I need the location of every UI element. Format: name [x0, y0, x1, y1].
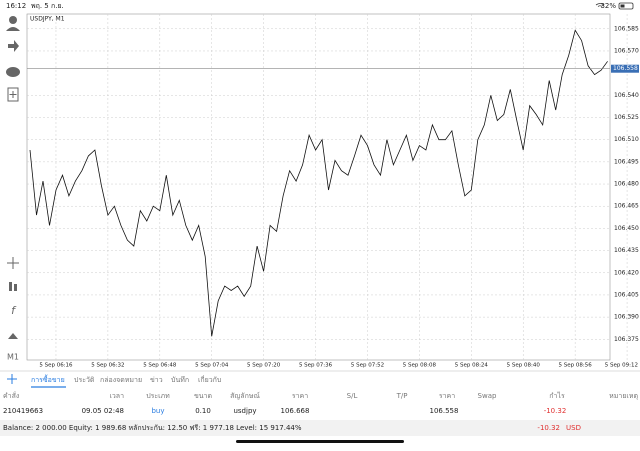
tab[interactable]: บันทึก [171, 375, 189, 384]
tabs: การซื้อขาย ประวัติ กล่องจดหมาย ข่าว บันทึก เก… [31, 373, 221, 388]
cell-type[interactable]: buy [151, 407, 164, 415]
candles-icon-2 [14, 284, 17, 291]
x-tick-label: 5 Sep 08:56 [559, 363, 593, 369]
chart: 106.585 106.570 106.540 106.525 106.510 106.4… [27, 14, 639, 369]
x-tick-label: 5 Sep 06:48 [143, 363, 177, 369]
y-tick-label: 106.450 [614, 225, 639, 232]
objects-icon[interactable] [8, 333, 18, 339]
column-header: T/P [396, 392, 408, 400]
column-header: ประเภท [146, 392, 170, 400]
column-header: เวลา [109, 392, 124, 400]
candles-icon[interactable] [9, 282, 12, 291]
toolbar: f [6, 16, 20, 339]
cell-price[interactable]: 106.558 [430, 407, 459, 415]
status-time: 16:12 [6, 2, 26, 10]
column-header: ราคา [292, 392, 308, 400]
x-tick-label: 5 Sep 07:52 [351, 363, 384, 369]
cell-profit[interactable]: -10.32 [544, 407, 567, 415]
account-icon-body[interactable] [6, 27, 20, 31]
battery-icon [618, 2, 634, 10]
x-tick-label: 5 Sep 07:36 [299, 363, 333, 369]
add-button[interactable] [7, 374, 17, 384]
tab[interactable]: ข่าว [150, 376, 163, 384]
trade-icon[interactable] [8, 40, 19, 52]
column-header: ราคา [439, 392, 455, 400]
indicators-icon[interactable]: f [11, 304, 17, 317]
cell-open-price[interactable]: 106.668 [281, 407, 310, 415]
column-header: หมายเหตุ [609, 392, 638, 400]
y-tick-label: 106.465 [614, 203, 639, 210]
y-tick-label: 106.525 [614, 114, 639, 121]
cell-time[interactable]: 09.05 02:48 [82, 407, 124, 415]
new-order-plus [9, 91, 17, 98]
column-header: S/L [347, 392, 358, 400]
wifi-icon [595, 3, 605, 7]
price-line [29, 29, 608, 337]
timeframe-button[interactable]: M1 [7, 353, 19, 362]
y-tick-label: 106.375 [614, 336, 639, 343]
x-tick-label: 5 Sep 07:04 [195, 363, 229, 369]
y-tick-label: 106.570 [614, 47, 639, 54]
summary-text: Balance: 2 000.00 Equity: 1 989.68 หลักป… [3, 424, 302, 432]
y-tick-label: 106.540 [614, 92, 639, 99]
y-tick-label: 106.495 [614, 158, 639, 165]
y-tick-label: 106.435 [614, 247, 639, 254]
tab[interactable]: กล่องจดหมาย [100, 376, 142, 384]
y-tick-label: 106.405 [614, 291, 639, 298]
summary-currency: USD [566, 424, 581, 432]
chat-icon[interactable] [6, 67, 20, 77]
column-header: ขนาด [194, 392, 212, 400]
home-indicator [236, 440, 404, 443]
cell-symbol[interactable]: usdjpy [233, 407, 256, 415]
y-tick-label: 106.510 [614, 136, 639, 143]
summary-profit: -10.32 [537, 424, 560, 432]
y-tick-label: 106.480 [614, 181, 639, 188]
summary-bar [0, 420, 640, 436]
x-tick-label: 5 Sep 06:32 [91, 363, 124, 369]
column-header: Swap [478, 392, 497, 400]
x-tick-label: 5 Sep 06:16 [39, 363, 73, 369]
x-tick-label: 5 Sep 07:20 [247, 363, 281, 369]
x-tick-label: 5 Sep 08:40 [507, 363, 541, 369]
y-tick-label: 106.420 [614, 269, 639, 276]
battery-text: 32% [600, 2, 616, 10]
chart-title: USDJPY, M1 [30, 16, 65, 23]
current-price-label: 106.558 [613, 65, 638, 72]
x-tick-label: 5 Sep 09:12 [605, 363, 638, 369]
y-tick-label: 106.585 [614, 25, 639, 32]
account-icon[interactable] [9, 16, 17, 24]
tab[interactable]: ประวัติ [74, 376, 95, 384]
column-header: คำสั่ง [3, 391, 19, 400]
battery-level [620, 4, 625, 8]
status-date: พฤ. 5 ก.ย. [31, 2, 64, 10]
x-tick-label: 5 Sep 08:24 [455, 363, 489, 369]
cell-order[interactable]: 210419663 [3, 407, 43, 415]
crosshair-icon[interactable] [7, 257, 19, 269]
y-tick-label: 106.390 [614, 314, 639, 321]
current-price-badge [611, 64, 639, 73]
x-tick-label: 5 Sep 08:08 [403, 363, 437, 369]
column-header: กำไร [549, 391, 565, 400]
cell-size[interactable]: 0.10 [195, 407, 211, 415]
tab[interactable]: การซื้อขาย [31, 373, 65, 384]
table: คำสั่ง เวลา ประเภท ขนาด สัญลักษณ์ ราคา S/L T/P ร… [3, 391, 638, 415]
plot-frame [26, 13, 611, 361]
tab[interactable]: เกี่ยวกับ [198, 375, 221, 384]
new-order-icon[interactable] [7, 87, 19, 102]
column-header: สัญลักษณ์ [230, 392, 260, 400]
